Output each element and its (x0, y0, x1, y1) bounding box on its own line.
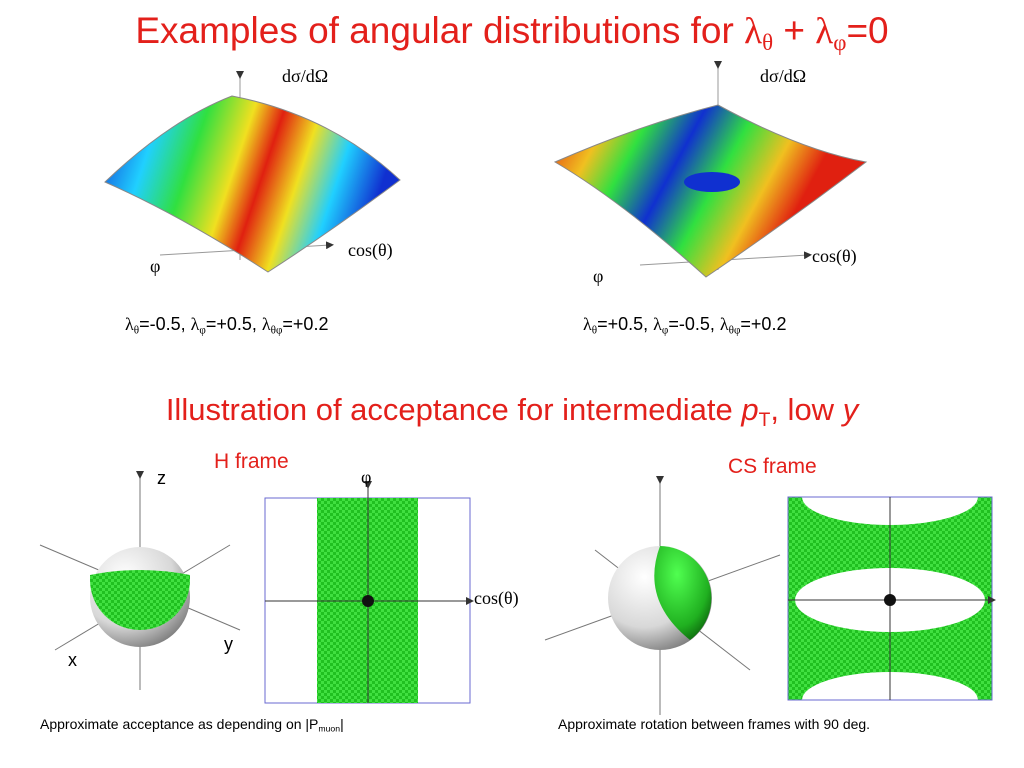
text-run: θ (762, 29, 774, 55)
x-label: cos(θ) (348, 240, 393, 260)
text-run: =+0.2 (282, 314, 329, 334)
subtitle: Illustration of acceptance for intermedi… (0, 392, 1024, 432)
text-run: Examples of angular distributions for (135, 10, 745, 51)
text-run: θ (133, 324, 140, 337)
frame-label: CS frame (728, 455, 817, 478)
text-run: =+0.5, (205, 314, 262, 334)
text-run: Illustration of acceptance for intermedi… (165, 392, 742, 427)
text-run: muon (318, 723, 341, 734)
acceptance-map-cs (787, 469, 996, 728)
text-run: + (773, 10, 816, 51)
x-label: cos(θ) (812, 246, 857, 266)
text-run: λ (815, 11, 834, 52)
z-label: dσ/dΩ (282, 66, 329, 86)
map-x-label: cos(θ) (474, 588, 519, 608)
text-run: φ (199, 324, 206, 337)
caption: λθ=+0.5, λφ=-0.5, λθφ=+0.2 (583, 314, 786, 336)
text-run: λ (125, 314, 134, 334)
text-run: λ (261, 314, 271, 334)
text-run: =+0.2 (740, 314, 787, 334)
text-run: =-0.5, (668, 314, 720, 334)
surface-plot-2 (553, 61, 868, 278)
y-label: φ (593, 266, 604, 286)
text-run: φ (833, 29, 847, 55)
frame-label: H frame (214, 450, 289, 473)
text-run: φ (661, 324, 669, 337)
caption: λθ=-0.5, λφ=+0.5, λθφ=+0.2 (125, 314, 328, 336)
axis-label: x (68, 650, 77, 670)
text-run: | (340, 716, 344, 732)
text-run: λ (719, 314, 729, 334)
axis-label: z (157, 468, 166, 488)
text-run: y (842, 392, 859, 427)
title: Examples of angular distributions for λθ… (0, 10, 1024, 56)
text-run: θ (591, 324, 598, 337)
text-run: λ (744, 11, 763, 52)
caption: Approximate rotation between frames with… (558, 716, 871, 732)
text-run: θφ (270, 324, 283, 337)
text-run: λ (583, 314, 592, 334)
text-run: =0 (846, 10, 889, 51)
text-run: T (758, 409, 771, 431)
sphere-cs-frame (544, 476, 781, 715)
text-run: =-0.5, (139, 314, 191, 334)
axis-label: y (224, 634, 233, 654)
text-run: =+0.5, (597, 314, 654, 334)
acceptance-map-h (264, 481, 474, 704)
surface-plot-1 (104, 71, 401, 273)
map-y-label: φ (361, 467, 372, 487)
text-run: Approximate acceptance as depending on |… (40, 716, 319, 732)
z-label: dσ/dΩ (760, 66, 807, 86)
text-run: , low (770, 392, 843, 427)
text-run: θφ (728, 324, 741, 337)
text-run: λ (653, 314, 662, 334)
text-run: p (741, 392, 759, 427)
y-label: φ (150, 256, 161, 276)
sphere-h-frame (39, 471, 241, 690)
caption: Approximate acceptance as depending on |… (40, 716, 344, 734)
text-run: λ (190, 314, 200, 334)
